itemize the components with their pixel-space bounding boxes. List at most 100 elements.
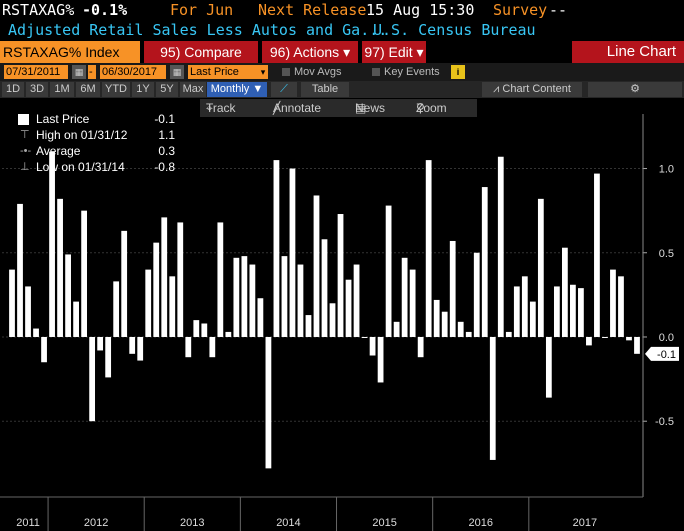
- bar: [513, 286, 520, 337]
- range-max-button[interactable]: Max: [180, 82, 206, 97]
- bar: [449, 240, 456, 337]
- ticker-code: RSTAXAG%: [2, 1, 75, 19]
- track-label: Track: [206, 101, 236, 115]
- next-release-date: 15 Aug 15:30: [366, 1, 475, 19]
- mov-avgs-checkbox[interactable]: [282, 68, 290, 76]
- end-date-input[interactable]: 06/30/2017: [100, 65, 166, 79]
- bar: [137, 336, 144, 361]
- chart-legend: Last Price -0.1 ⊤ High on 01/31/12 1.1 -…: [6, 111, 181, 175]
- bar: [337, 214, 344, 337]
- bar: [249, 264, 256, 337]
- actions-label: Actions: [293, 44, 340, 60]
- bar: [281, 256, 288, 337]
- bar: [65, 254, 71, 337]
- edit-menu[interactable]: 97) Edit ▾: [362, 41, 426, 63]
- last-value: -0.1%: [82, 1, 128, 19]
- magnifier-icon: ⚲: [416, 101, 425, 115]
- news-icon: ▤: [355, 101, 367, 115]
- y-tick-label: 0.5: [659, 248, 674, 260]
- bar: [457, 321, 464, 337]
- range-1y-button[interactable]: 1Y: [132, 82, 154, 97]
- chart-toolbar: ⌖ Track ╱ Annotate ▤ News ⚲ Zoom: [200, 99, 477, 117]
- line-chart-icon[interactable]: ⟋: [271, 82, 297, 97]
- range-bar: 1D 3D 1M 6M YTD 1Y 5Y Max Monthly ▼ ⟋ Ta…: [0, 81, 684, 98]
- bar: [201, 323, 208, 337]
- date-bar: 07/31/2011 ▦ - 06/30/2017 ▦ Last Price ▾…: [0, 63, 684, 81]
- bar: [553, 286, 560, 337]
- bar: [273, 160, 280, 337]
- security-field[interactable]: RSTAXAG% Index: [0, 41, 140, 63]
- bar: [610, 269, 616, 337]
- date-separator: -: [88, 65, 96, 79]
- calendar-icon[interactable]: ▦: [170, 65, 184, 79]
- legend-value: -0.8: [154, 160, 175, 174]
- last-value-label: -0.1: [657, 349, 676, 361]
- table-button[interactable]: Table: [301, 82, 349, 97]
- bar: [634, 336, 640, 354]
- price-field-select[interactable]: Last Price: [188, 65, 258, 79]
- annotate-label: Annotate: [273, 101, 322, 115]
- chart-content-button[interactable]: ⩘ Chart Content: [482, 82, 582, 97]
- info-icon[interactable]: i: [451, 65, 465, 79]
- x-tick-label: 2014: [276, 517, 300, 529]
- calendar-icon[interactable]: ▦: [72, 65, 86, 79]
- key-events-label: Key Events: [384, 66, 440, 78]
- bar: [105, 336, 112, 378]
- actions-menu[interactable]: 96) Actions ▾: [262, 41, 358, 63]
- bar: [401, 257, 408, 337]
- period-label: For Jun: [170, 1, 234, 19]
- x-tick-label: 2016: [469, 517, 493, 529]
- average-marker-icon: -•-: [20, 145, 32, 157]
- chevron-down-icon: ▾: [343, 44, 351, 60]
- range-ytd-button[interactable]: YTD: [102, 82, 130, 97]
- bar: [265, 336, 272, 469]
- crosshair-icon: ⌖: [206, 101, 213, 115]
- bar: [393, 321, 400, 337]
- frequency-select[interactable]: Monthly ▼: [207, 82, 267, 97]
- edit-label: Edit: [388, 44, 413, 60]
- pencil-icon: ╱: [273, 101, 281, 115]
- range-1d-button[interactable]: 1D: [2, 82, 24, 97]
- range-1m-button[interactable]: 1M: [50, 82, 74, 97]
- start-date-input[interactable]: 07/31/2011: [4, 65, 68, 79]
- bar: [297, 264, 304, 337]
- x-tick-label: 2011: [16, 517, 40, 529]
- bar: [25, 286, 31, 337]
- source-name: U.S. Census Bureau: [373, 21, 536, 39]
- legend-label: Last Price: [36, 112, 90, 126]
- bar: [145, 269, 152, 337]
- zoom-label: Zoom: [416, 101, 447, 115]
- x-axis-band: [0, 497, 684, 531]
- bar: [177, 222, 184, 337]
- bar: [626, 336, 632, 341]
- header-row: RSTAXAG% -0.1% For Jun Next Release 15 A…: [0, 0, 684, 20]
- description-row: Adjusted Retail Sales Less Autos and Ga.…: [0, 20, 684, 40]
- bar: [241, 256, 248, 337]
- chevron-down-icon[interactable]: ▾: [258, 65, 268, 79]
- gear-icon[interactable]: ⚙: [588, 82, 682, 97]
- bar: [289, 168, 296, 337]
- bar: [81, 210, 88, 337]
- chevron-down-icon: ▾: [416, 44, 424, 60]
- bar: [489, 336, 496, 460]
- high-marker-icon: ⊤: [20, 129, 30, 141]
- bar: [9, 269, 15, 337]
- key-events-checkbox[interactable]: [372, 68, 380, 76]
- bar: [73, 301, 79, 337]
- range-6m-button[interactable]: 6M: [76, 82, 100, 97]
- compare-menu[interactable]: 95) Compare: [144, 41, 258, 63]
- range-5y-button[interactable]: 5Y: [156, 82, 178, 97]
- x-tick-label: 2015: [372, 517, 396, 529]
- bar: [618, 276, 624, 337]
- range-3d-button[interactable]: 3D: [26, 82, 48, 97]
- bar: [586, 336, 592, 346]
- bar: [225, 331, 232, 337]
- low-marker-icon: ⊥: [20, 161, 30, 173]
- bar: [49, 151, 55, 337]
- bar: [41, 336, 47, 363]
- legend-low: ⊥ Low on 01/31/14 -0.8: [6, 159, 181, 175]
- bar: [473, 252, 480, 337]
- bar: [529, 301, 536, 337]
- compare-number: 95): [160, 44, 181, 60]
- bar: [121, 230, 128, 337]
